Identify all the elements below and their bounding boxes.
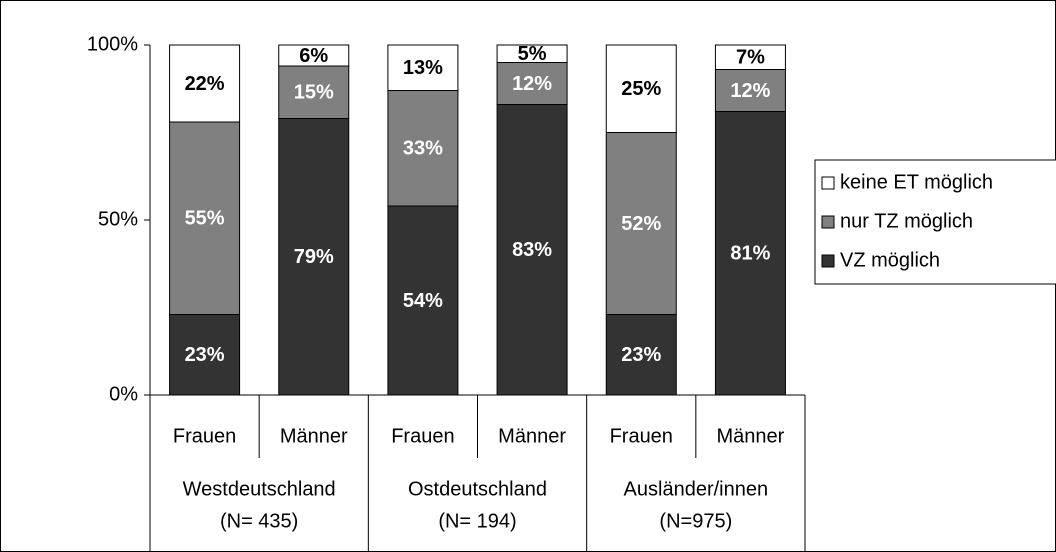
bar-segment — [605, 132, 677, 315]
value-label: 12% — [730, 80, 770, 102]
group-label: (N=975) — [659, 510, 732, 532]
bar-segment — [496, 44, 568, 63]
group-label: (N= 435) — [220, 510, 298, 532]
bar-segment — [605, 314, 677, 396]
value-label: 12% — [512, 73, 552, 95]
value-label: 23% — [621, 344, 661, 366]
legend-label: keine ET möglich — [840, 171, 993, 193]
value-label: 81% — [730, 243, 770, 265]
value-label: 52% — [621, 213, 661, 235]
group-label: Westdeutschland — [183, 478, 336, 500]
bar-segment — [496, 104, 568, 396]
group-label: Ostdeutschland — [408, 478, 547, 500]
value-label: 55% — [185, 208, 225, 230]
bar-segment — [387, 205, 459, 396]
value-label: 7% — [736, 47, 765, 69]
bar-segment — [278, 44, 350, 67]
legend-label: VZ möglich — [840, 249, 940, 271]
x-tick-label: Frauen — [610, 425, 673, 447]
legend-label: nur TZ möglich — [840, 210, 973, 232]
bar-segment — [278, 65, 350, 119]
group-label: (N= 194) — [438, 510, 516, 532]
value-label: 15% — [294, 82, 334, 104]
legend-swatch — [821, 254, 835, 268]
bar-segment — [714, 69, 786, 112]
bar-segment — [714, 111, 786, 396]
value-label: 54% — [403, 290, 443, 312]
value-label: 6% — [299, 45, 328, 67]
value-label: 5% — [518, 43, 547, 65]
value-label: 83% — [512, 239, 552, 261]
bar-segment — [387, 90, 459, 207]
legend-swatch — [821, 176, 835, 190]
group-label: Ausländer/innen — [624, 478, 769, 500]
bar-segment — [387, 44, 459, 91]
legend-swatch — [821, 215, 835, 229]
bar-segment — [714, 44, 786, 70]
y-tick-label: 0% — [109, 383, 138, 405]
value-label: 79% — [294, 246, 334, 268]
y-tick-label: 50% — [98, 208, 138, 230]
value-label: 25% — [621, 78, 661, 100]
value-label: 13% — [403, 57, 443, 79]
bar-segment — [169, 121, 241, 315]
bar-segment — [496, 62, 568, 105]
x-tick-label: Männer — [280, 425, 348, 447]
bar-segment — [169, 44, 241, 123]
y-tick-label: 100% — [87, 33, 138, 55]
x-tick-label: Frauen — [391, 425, 454, 447]
legend-box — [814, 159, 1056, 285]
x-tick-label: Männer — [717, 425, 785, 447]
bar-segment — [605, 44, 677, 133]
value-label: 22% — [185, 73, 225, 95]
x-tick-label: Frauen — [173, 425, 236, 447]
value-label: 33% — [403, 138, 443, 160]
value-label: 23% — [185, 344, 225, 366]
x-tick-label: Männer — [498, 425, 566, 447]
